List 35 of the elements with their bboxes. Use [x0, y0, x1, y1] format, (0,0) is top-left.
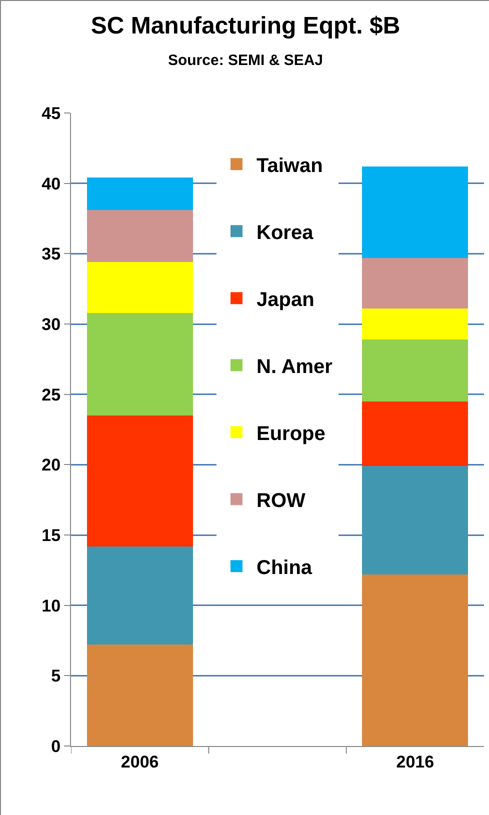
- y-tick-label: 30: [42, 314, 61, 334]
- bar: [86, 415, 193, 546]
- legend-label: ROW: [256, 490, 306, 512]
- legend-label: Europe: [256, 422, 326, 445]
- bar: [86, 644, 193, 746]
- y-tick-label: 45: [42, 104, 61, 123]
- y-tick-label: 0: [51, 736, 61, 756]
- chart-subtitle: Source: SEMI & SEAJ: [168, 52, 324, 69]
- bar: [362, 339, 468, 402]
- y-tick-label: 35: [42, 244, 61, 264]
- bar: [362, 258, 468, 309]
- x-tick-label: 2006: [120, 752, 159, 772]
- y-tick-label: 40: [42, 174, 61, 194]
- bar: [362, 166, 468, 258]
- legend-label: N. Amer: [256, 356, 333, 378]
- bar: [362, 308, 468, 340]
- bar: [362, 574, 468, 746]
- bar: [86, 262, 193, 313]
- y-tick-label: 25: [42, 385, 61, 404]
- chart-title: SC Manufacturing Eqpt. $B: [90, 12, 400, 40]
- legend-label: Korea: [256, 222, 314, 244]
- bar: [86, 312, 193, 416]
- bar: [362, 466, 468, 574]
- bar: [86, 546, 193, 645]
- legend-label: Japan: [256, 288, 314, 311]
- bar: [86, 210, 193, 262]
- y-tick-label: 10: [42, 596, 61, 616]
- y-tick-label: 20: [42, 456, 61, 475]
- y-tick-label: 15: [42, 526, 61, 545]
- x-tick-label: 2016: [396, 752, 434, 772]
- y-tick-label: 5: [51, 666, 61, 686]
- bar: [86, 178, 193, 210]
- legend-label: Taiwan: [256, 154, 323, 177]
- bar: [362, 401, 468, 466]
- legend-label: China: [256, 556, 313, 579]
